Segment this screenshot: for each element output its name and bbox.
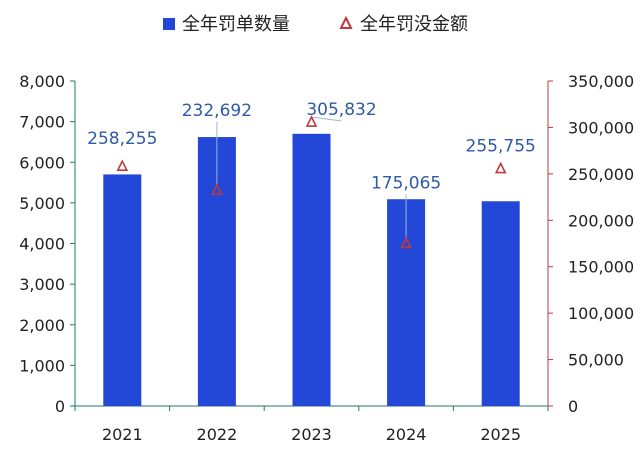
left-axis-tick-label: 7,000: [19, 113, 65, 132]
x-axis-tick-label: 2024: [386, 425, 427, 444]
data-label: 232,692: [182, 101, 252, 121]
left-axis-tick-label: 5,000: [19, 194, 65, 213]
right-axis-tick-label: 350,000: [568, 72, 634, 91]
x-axis-tick-label: 2022: [197, 425, 238, 444]
bar: [481, 201, 520, 406]
leader-lines: [216, 116, 407, 239]
marker-triangle: [494, 161, 507, 174]
data-label: 305,832: [306, 100, 376, 120]
axes: 0 1,000 2,000 3,000 4,000 5,000 6,000 7,000 8,00…: [19, 72, 634, 444]
right-axis-tick-label: 100,000: [568, 304, 634, 323]
left-axis-tick-label: 2,000: [19, 316, 65, 335]
x-axis-tick-label: 2023: [291, 425, 332, 444]
legend-label-marker: 全年罚没金额: [360, 14, 468, 35]
data-label: 258,255: [87, 129, 157, 149]
bars: [103, 133, 520, 406]
legend-swatch-triangle: [339, 15, 353, 29]
left-axis-tick-label: 8,000: [19, 72, 65, 91]
left-axis-tick-label: 0: [55, 397, 65, 416]
markers: [116, 115, 507, 249]
legend: 全年罚单数量 全年罚没金额: [163, 14, 468, 35]
right-axis-tick-label: 200,000: [568, 211, 634, 230]
legend-label-bar: 全年罚单数量: [182, 14, 290, 35]
right-axis-tick-label: 0: [568, 397, 578, 416]
marker-triangle: [116, 159, 129, 171]
left-axis-tick-label: 3,000: [19, 275, 65, 294]
leader-line: [311, 116, 342, 122]
data-label: 255,755: [466, 137, 536, 157]
legend-item-bar: 全年罚单数量: [163, 14, 290, 35]
marker-triangle: [305, 115, 318, 127]
right-axis-tick-label: 300,000: [568, 118, 634, 137]
left-axis-tick-label: 4,000: [19, 235, 65, 254]
right-axis-tick-label: 50,000: [568, 351, 624, 370]
x-axis-tick-label: 2021: [102, 425, 143, 444]
data-labels: 258,255 232,692 305,832 175,065 255,755: [87, 100, 536, 193]
right-axis-tick-label: 250,000: [568, 165, 634, 184]
legend-swatch-bar: [163, 18, 175, 30]
legend-item-marker: 全年罚没金额: [339, 14, 468, 35]
left-axis-tick-label: 1,000: [19, 356, 65, 375]
left-axis-tick-label: 6,000: [19, 153, 65, 172]
marker-triangle: [211, 183, 223, 195]
bar: [292, 133, 331, 406]
x-axis-tick-label: 2025: [480, 425, 521, 444]
data-label: 175,065: [371, 173, 441, 193]
bar: [103, 174, 142, 406]
marker-triangle: [400, 236, 412, 249]
right-axis-tick-label: 150,000: [568, 258, 634, 277]
